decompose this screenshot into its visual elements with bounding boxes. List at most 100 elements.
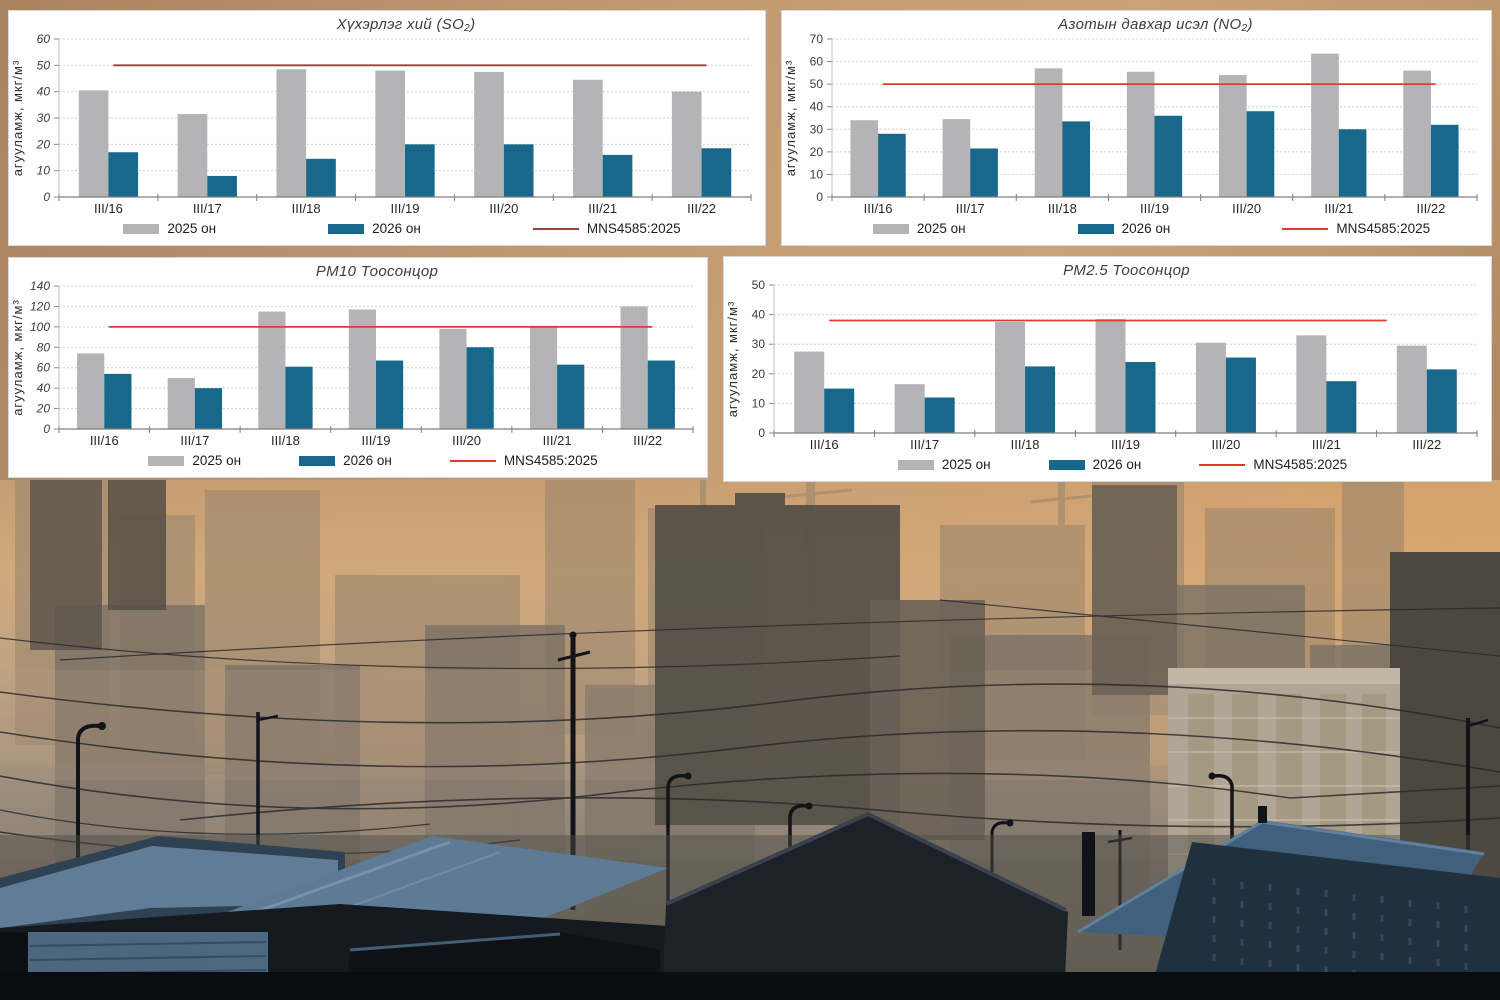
- legend-item-2025: 2025 он: [872, 221, 966, 236]
- svg-text:0: 0: [816, 190, 823, 204]
- legend-label-2026: 2026 он: [1092, 457, 1142, 472]
- svg-text:10: 10: [810, 167, 824, 181]
- legend-item-2025: 2025 он: [148, 453, 241, 468]
- svg-text:120: 120: [30, 299, 50, 313]
- legend-label-2026: 2026 он: [372, 221, 421, 236]
- svg-text:III/21: III/21: [588, 201, 617, 216]
- svg-text:20: 20: [36, 402, 51, 416]
- legend-swatch-2025: [872, 223, 909, 234]
- chart-plot-pm25: 0 10 20 30 40 50 агууламж, мкг/м³ III/16 III/17 I…: [724, 278, 1491, 455]
- svg-text:50: 50: [752, 279, 766, 292]
- legend-item-limit: MNS4585:2025: [1282, 221, 1430, 236]
- pm25-plot-svg: 0 10 20 30 40 50 агууламж, мкг/м³ III/16 III/17 I…: [725, 278, 1478, 452]
- svg-text:III/16: III/16: [90, 433, 119, 448]
- svg-text:III/20: III/20: [489, 201, 518, 216]
- svg-text:III/19: III/19: [1111, 437, 1140, 452]
- foreground-roofs: [0, 806, 1500, 1000]
- svg-text:III/21: III/21: [1312, 437, 1341, 452]
- svg-text:10: 10: [37, 164, 51, 178]
- chart-plot-so2: 0 10 20 30 40 50 60 агууламж, мкг/м³ III/16 III/1…: [9, 32, 765, 219]
- svg-text:III/22: III/22: [1412, 437, 1441, 452]
- chart-panel-pm10: PM10 Тоосонцор 0 20 40 60 80 100 120 140 агуулам…: [8, 257, 708, 478]
- cityscape-photo: [0, 480, 1500, 1000]
- chart-legend-pm25: 2025 он 2026 он MNS4585:2025: [724, 455, 1491, 481]
- chart-panel-no2: Азотын давхар исэл (NO₂) 0 10 20 30 40 50 60 70…: [781, 10, 1492, 246]
- legend-label-2026: 2026 он: [343, 453, 392, 468]
- svg-text:80: 80: [37, 340, 51, 354]
- svg-text:50: 50: [810, 77, 824, 91]
- legend-item-2026: 2026 он: [328, 221, 421, 236]
- chart-legend-pm10: 2025 он 2026 он MNS4585:2025: [9, 451, 707, 477]
- legend-label-2026: 2026 он: [1121, 221, 1171, 236]
- svg-text:70: 70: [810, 33, 824, 46]
- svg-text:III/18: III/18: [1011, 437, 1040, 452]
- svg-text:III/18: III/18: [271, 433, 300, 448]
- legend-item-2026: 2026 он: [1048, 457, 1142, 472]
- chart-panel-pm25: PM2.5 Тоосонцор 0 10 20 30 40 50 агууламж, мкг…: [723, 256, 1492, 482]
- svg-text:40: 40: [810, 100, 824, 114]
- legend-item-2026: 2026 он: [299, 453, 392, 468]
- legend-line-swatch: [532, 227, 579, 230]
- no2-ylabel: агууламж, мкг/м³: [783, 60, 798, 177]
- legend-label-2025: 2025 он: [167, 221, 217, 236]
- so2-plot-svg: 0 10 20 30 40 50 60 агууламж, мкг/м³ III/16 III/1…: [10, 32, 752, 216]
- chart-title-no2: Азотын давхар исэл (NO₂): [1058, 16, 1253, 33]
- svg-text:20: 20: [752, 367, 766, 381]
- svg-text:40: 40: [37, 85, 51, 99]
- legend-label-limit: MNS4585:2025: [1336, 221, 1431, 236]
- svg-text:III/16: III/16: [864, 201, 893, 216]
- legend-label-2025: 2025 он: [916, 221, 966, 236]
- near-buildings: [30, 480, 1500, 897]
- chart-legend-no2: 2025 он 2026 он MNS4585:2025: [782, 219, 1491, 245]
- legend-swatch-2025: [148, 455, 185, 466]
- svg-text:III/17: III/17: [193, 201, 222, 216]
- svg-text:III/19: III/19: [362, 433, 391, 448]
- svg-text:0: 0: [43, 422, 50, 436]
- chart-title-pm25: PM2.5 Тоосонцор: [1063, 262, 1190, 279]
- svg-text:III/16: III/16: [810, 437, 839, 452]
- chart-title-so2: Хүхэрлэг хий (SO₂): [336, 16, 476, 33]
- svg-text:III/20: III/20: [452, 433, 481, 448]
- svg-text:III/19: III/19: [391, 201, 420, 216]
- svg-text:III/22: III/22: [1416, 201, 1445, 216]
- svg-text:III/18: III/18: [292, 201, 321, 216]
- legend-swatch-2026: [328, 223, 365, 234]
- svg-text:III/21: III/21: [1324, 201, 1353, 216]
- legend-label-2025: 2025 он: [192, 453, 242, 468]
- legend-swatch-2026: [1048, 459, 1085, 470]
- svg-text:40: 40: [37, 381, 51, 395]
- svg-text:140: 140: [30, 280, 50, 293]
- svg-text:60: 60: [810, 55, 824, 69]
- legend-swatch-2026: [299, 455, 336, 466]
- chart-panel-so2: Хүхэрлэг хий (SO₂) 0 10 20 30 40 50 60 агууламж…: [8, 10, 766, 246]
- legend-label-2025: 2025 он: [941, 457, 991, 472]
- pm25-ylabel: агууламж, мкг/м³: [725, 301, 740, 418]
- svg-text:60: 60: [37, 361, 51, 375]
- so2-ylabel: агууламж, мкг/м³: [10, 60, 25, 177]
- legend-label-limit: MNS4585:2025: [586, 221, 681, 236]
- svg-text:III/20: III/20: [1232, 201, 1261, 216]
- svg-text:20: 20: [810, 145, 824, 159]
- svg-text:III/16: III/16: [94, 201, 123, 216]
- pm10-plot-svg: 0 20 40 60 80 100 120 140 агууламж, мкг/м³ III/16…: [10, 279, 694, 448]
- svg-text:III/22: III/22: [633, 433, 662, 448]
- svg-text:III/17: III/17: [956, 201, 985, 216]
- legend-item-limit: MNS4585:2025: [449, 453, 598, 468]
- legend-label-limit: MNS4585:2025: [1253, 457, 1348, 472]
- svg-text:III/17: III/17: [910, 437, 939, 452]
- legend-swatch-2025: [897, 459, 934, 470]
- svg-text:20: 20: [36, 137, 51, 151]
- svg-text:III/21: III/21: [543, 433, 572, 448]
- svg-text:30: 30: [37, 111, 51, 125]
- svg-text:40: 40: [752, 308, 766, 322]
- legend-item-2025: 2025 он: [123, 221, 216, 236]
- legend-line-swatch: [1199, 463, 1246, 466]
- svg-text:30: 30: [810, 122, 824, 136]
- svg-text:10: 10: [752, 396, 766, 410]
- svg-text:60: 60: [37, 33, 51, 46]
- svg-text:III/20: III/20: [1211, 437, 1240, 452]
- svg-text:100: 100: [30, 320, 50, 334]
- legend-line-swatch: [1282, 227, 1329, 230]
- svg-text:III/19: III/19: [1140, 201, 1169, 216]
